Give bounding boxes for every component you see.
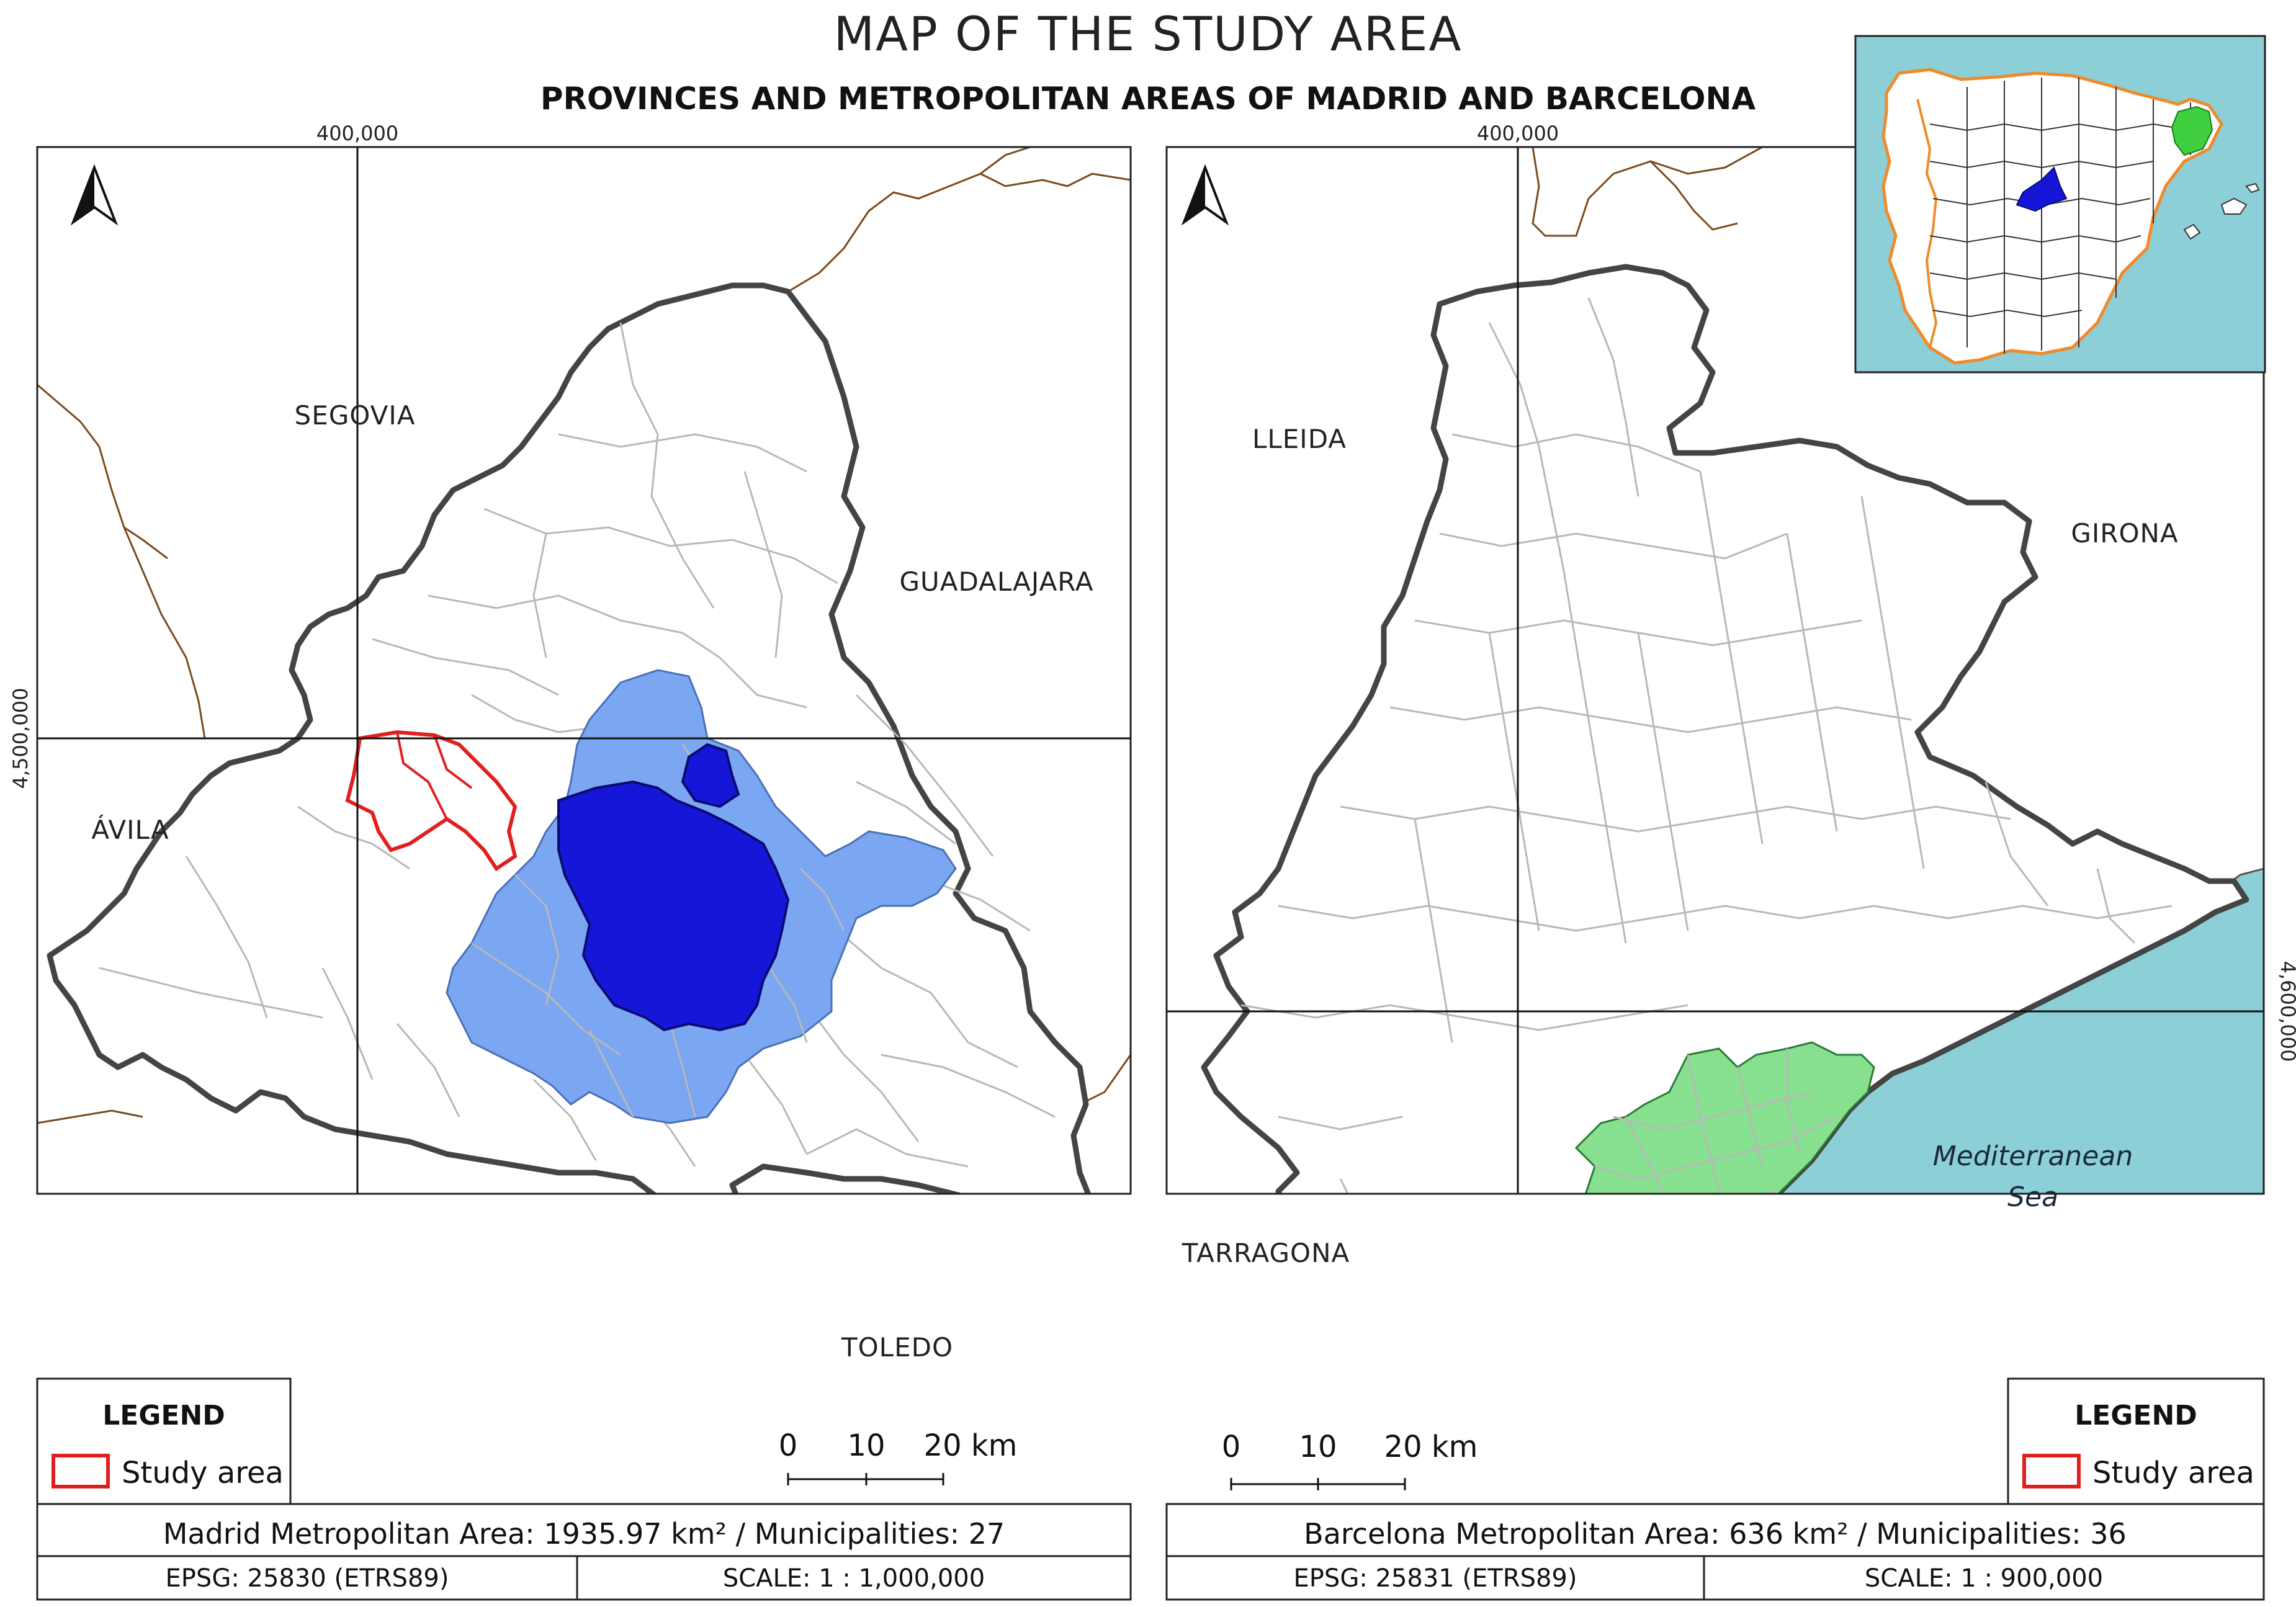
barcelona-metro-info: Barcelona Metropolitan Area: 636 km² / M… — [1304, 1517, 2127, 1551]
madrid-core-north — [681, 743, 740, 808]
map-title: MAP OF THE STUDY AREA — [833, 6, 1463, 61]
barcelona-municipalities — [1240, 297, 2173, 1194]
madrid-metro-info: Madrid Metropolitan Area: 1935.97 km² / … — [163, 1517, 1005, 1551]
barcelona-legend-title: LEGEND — [2074, 1400, 2197, 1431]
province-border-segovia-2 — [123, 526, 168, 560]
barcelona-coord-y: 4,600,000 — [2276, 961, 2296, 1062]
madrid-coord-y: 4,500,000 — [9, 688, 32, 789]
madrid-municipalities — [99, 322, 1056, 1168]
madrid-city — [557, 780, 790, 1032]
barcelona-metro-municipalities — [1594, 1049, 1837, 1194]
iberia-inset-map — [1854, 35, 2266, 374]
iberian-peninsula — [1881, 68, 2223, 365]
label-avila: ÁVILA — [91, 814, 169, 845]
madrid-epsg-box — [36, 1555, 578, 1601]
madrid-info-box — [36, 1503, 1132, 1557]
inset-barcelona — [2171, 105, 2213, 156]
spain-portugal-border — [1916, 99, 1938, 348]
label-segovia: SEGOVIA — [295, 400, 416, 431]
barcelona-map-frame — [1165, 146, 2265, 1195]
madrid-epsg: EPSG: 25830 (ETRS89) — [166, 1564, 449, 1593]
madrid-scale-bar: 0 10 20 km — [779, 1428, 1018, 1485]
sea-label-line2: Sea — [2007, 1181, 2058, 1213]
label-lleida: LLEIDA — [1252, 424, 1347, 454]
label-toledo: TOLEDO — [841, 1332, 953, 1363]
north-arrow-icon — [1181, 164, 1229, 226]
barcelona-coord-x: 400,000 — [1477, 122, 1559, 145]
barcelona-scale: SCALE: 1 : 900,000 — [1865, 1564, 2103, 1593]
label-girona: GIRONA — [2071, 518, 2178, 548]
madrid-scale-box — [576, 1555, 1132, 1601]
madrid-legend-study-area-swatch — [52, 1454, 110, 1488]
madrid-coord-x: 400,000 — [316, 122, 398, 145]
barcelona-scale-bar: 0 10 20 km — [1222, 1430, 1478, 1490]
inset-madrid — [2016, 166, 2068, 212]
map-subtitle: PROVINCES AND METROPOLITAN AREAS OF MADR… — [540, 81, 1756, 117]
madrid-study-area — [345, 730, 518, 872]
madrid-scale-10: 10 — [847, 1428, 885, 1463]
madrid-legend: LEGEND Study area — [36, 1377, 292, 1505]
barcelona-metro-area — [1574, 1041, 1875, 1194]
barcelona-scale-10: 10 — [1299, 1430, 1337, 1464]
province-border-guadalajara-2 — [980, 172, 1131, 187]
sea-label-line1: Mediterranean — [1933, 1140, 2133, 1172]
barcelona-province-outline — [1201, 264, 2249, 1194]
barcelona-legend-study-area-swatch — [2022, 1454, 2081, 1488]
madrid-legend-study-area-label: Study area — [122, 1456, 284, 1490]
madrid-map-frame — [36, 146, 1132, 1195]
madrid-scale: SCALE: 1 : 1,000,000 — [723, 1564, 985, 1593]
label-tarragona: TARRAGONA — [1182, 1238, 1350, 1268]
province-border-barcelona-north — [1531, 147, 1763, 237]
madrid-map-panel: 400,000 4,500,000 SEGOVIA GUADALAJARA ÁV… — [9, 122, 1132, 1601]
barcelona-study-area — [1396, 1222, 1620, 1353]
province-border-lleida — [1649, 160, 1738, 231]
barcelona-map-panel: 400,000 4,600,000 LLEIDA GIRONA TARRAGON… — [1165, 122, 2296, 1601]
madrid-scale-0: 0 — [779, 1428, 798, 1463]
barcelona-scale-box — [1703, 1555, 2265, 1601]
province-border-avila — [37, 1109, 143, 1124]
barcelona-scale-20: 20 km — [1384, 1430, 1478, 1464]
inset-frame — [1854, 35, 2266, 374]
north-arrow-icon — [70, 164, 119, 226]
madrid-study-area-inner — [396, 732, 473, 820]
label-guadalajara: GUADALAJARA — [899, 566, 1093, 597]
madrid-scale-20: 20 km — [924, 1428, 1018, 1463]
barcelona-legend: LEGEND Study area — [2007, 1377, 2265, 1505]
barcelona-legend-study-area-label: Study area — [2092, 1456, 2254, 1490]
inset-balearic-islands — [2183, 182, 2260, 240]
barcelona-epsg: EPSG: 25831 (ETRS89) — [1294, 1564, 1577, 1593]
madrid-legend-title: LEGEND — [102, 1400, 225, 1431]
barcelona-scale-0: 0 — [1222, 1430, 1241, 1464]
province-border-guadalajara — [787, 147, 1031, 293]
